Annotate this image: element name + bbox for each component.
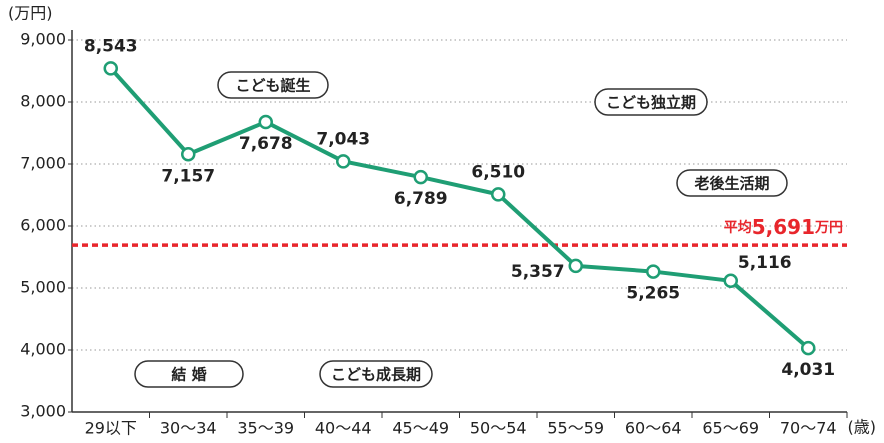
- x-tick-label: 70〜74: [780, 419, 837, 438]
- marker: [415, 171, 427, 183]
- average-label: 平均: [724, 219, 752, 236]
- value-label: 5,116: [738, 253, 792, 273]
- x-tick-label: 60〜64: [625, 419, 682, 438]
- y-tick-label: 5,000: [20, 278, 66, 297]
- value-label: 7,157: [161, 166, 215, 186]
- x-tick-label: 65〜69: [702, 419, 759, 438]
- marker: [647, 266, 659, 278]
- annotation-text: こども誕生: [235, 77, 310, 95]
- annotation: こども独立期: [595, 89, 707, 115]
- x-tick-label: 35〜39: [237, 419, 294, 438]
- y-tick-label: 3,000: [20, 402, 66, 421]
- chart: (万円) (歳) 3,000 4,000 5,000 6,000 7,000 8,000 9…: [0, 0, 884, 443]
- annotation: 結 婚: [135, 361, 243, 387]
- x-unit: (歳): [848, 418, 877, 437]
- annotation-text: 結 婚: [171, 366, 206, 384]
- y-tick-label: 9,000: [20, 30, 66, 49]
- x-tick-label: 55〜59: [547, 419, 604, 438]
- average-unit: 万円: [814, 220, 843, 236]
- y-tick-label: 6,000: [20, 216, 66, 235]
- marker: [570, 260, 582, 272]
- x-tick-label: 45〜49: [392, 419, 449, 438]
- value-label: 6,510: [471, 162, 525, 182]
- value-label: 6,789: [394, 189, 448, 209]
- marker: [105, 62, 117, 74]
- annotation-text: こども独立期: [606, 94, 696, 112]
- y-tick-label: 7,000: [20, 154, 66, 173]
- marker: [260, 116, 272, 128]
- marker: [802, 342, 814, 354]
- marker: [492, 188, 504, 200]
- marker: [337, 155, 349, 167]
- annotation-text: こども成長期: [331, 366, 421, 384]
- value-label: 7,043: [316, 129, 370, 149]
- annotation: 老後生活期: [677, 170, 787, 196]
- value-label: 4,031: [781, 360, 835, 380]
- y-tick-label: 4,000: [20, 340, 66, 359]
- value-label: 7,678: [239, 134, 293, 154]
- x-tick-label: 40〜44: [315, 419, 372, 438]
- value-label: 5,357: [511, 262, 565, 282]
- marker: [725, 275, 737, 287]
- y-tick-label: 8,000: [20, 92, 66, 111]
- value-label: 5,265: [626, 284, 680, 304]
- annotation: こども成長期: [320, 361, 432, 387]
- average-label: 平均5,691万円: [724, 215, 843, 239]
- annotation-text: 老後生活期: [693, 175, 769, 193]
- annotation: こども誕生: [218, 72, 328, 98]
- marker: [182, 148, 194, 160]
- x-tick-label: 30〜34: [160, 419, 217, 438]
- y-unit: (万円): [8, 4, 53, 23]
- x-tick-label: 29以下: [85, 419, 137, 438]
- x-tick-label: 50〜54: [470, 419, 527, 438]
- average-value-label: 5,691: [752, 215, 815, 239]
- value-label: 8,543: [84, 36, 138, 56]
